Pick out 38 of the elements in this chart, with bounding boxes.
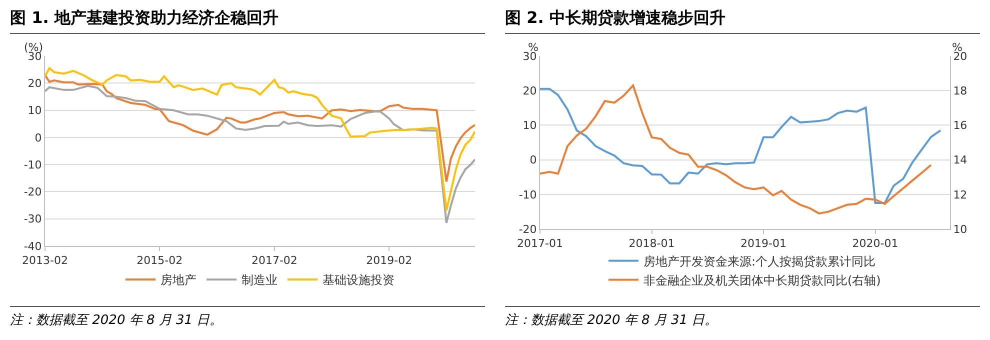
y2-tick-label: 14 [953,154,968,167]
x-tick-label: 2019-01 [740,237,787,250]
text: 注：数据截至 2020 年 8 月 31 日。 [10,306,485,329]
y-tick-label: 10 [28,104,42,118]
x-tick-label: 2020-01 [852,237,898,250]
legend-label: 制造业 [242,273,278,288]
y-tick-label: -40 [24,240,42,253]
y2-tick-label: 16 [953,119,968,132]
y2-tick-label: 18 [953,84,968,98]
line-series [45,67,475,212]
y-tick-label: -20 [518,222,537,236]
y-tick-label: -10 [24,158,42,172]
y-tick-label: 0 [34,131,42,144]
y2-tick-label: 12 [953,188,968,202]
y-tick-label: 0 [530,154,537,167]
y-tick-label: 20 [28,76,42,90]
legend-label: 房地产开发资金来源:个人按揭贷款累计同比 [644,254,876,268]
x-tick-label: 2017-01 [517,237,563,250]
x-tick-label: 2018-01 [628,237,675,250]
y-tick-label: -10 [518,188,537,202]
line-series [45,74,475,183]
text: 注：数据截至 2020 年 8 月 31 日。 [505,306,980,329]
legend-label: 房地产 [160,273,196,288]
y-tick-label: 20 [522,84,537,98]
x-tick-label: 2019-02 [366,254,412,268]
x-tick-label: 2015-02 [136,254,183,268]
legend-label: 基础设施投资 [322,273,394,288]
y2-tick-label: 10 [953,222,968,236]
chart-title: 图 2. 中长期贷款增速稳步回升 [505,8,980,34]
chart-title: 图 1. 地产基建投资助力经济企稳回升 [10,8,485,34]
x-tick-label: 2013-02 [22,254,68,268]
line-series [45,84,475,224]
y-axis-title: (%) [24,41,44,54]
y-tick-label: -20 [24,186,42,199]
legend-label: 非金融企业及机关团体中长期贷款同比(右轴) [644,273,881,288]
x-tick-label: 2017-02 [251,254,298,268]
y-tick-label: 10 [522,119,537,132]
y-tick-label: -30 [24,212,42,226]
